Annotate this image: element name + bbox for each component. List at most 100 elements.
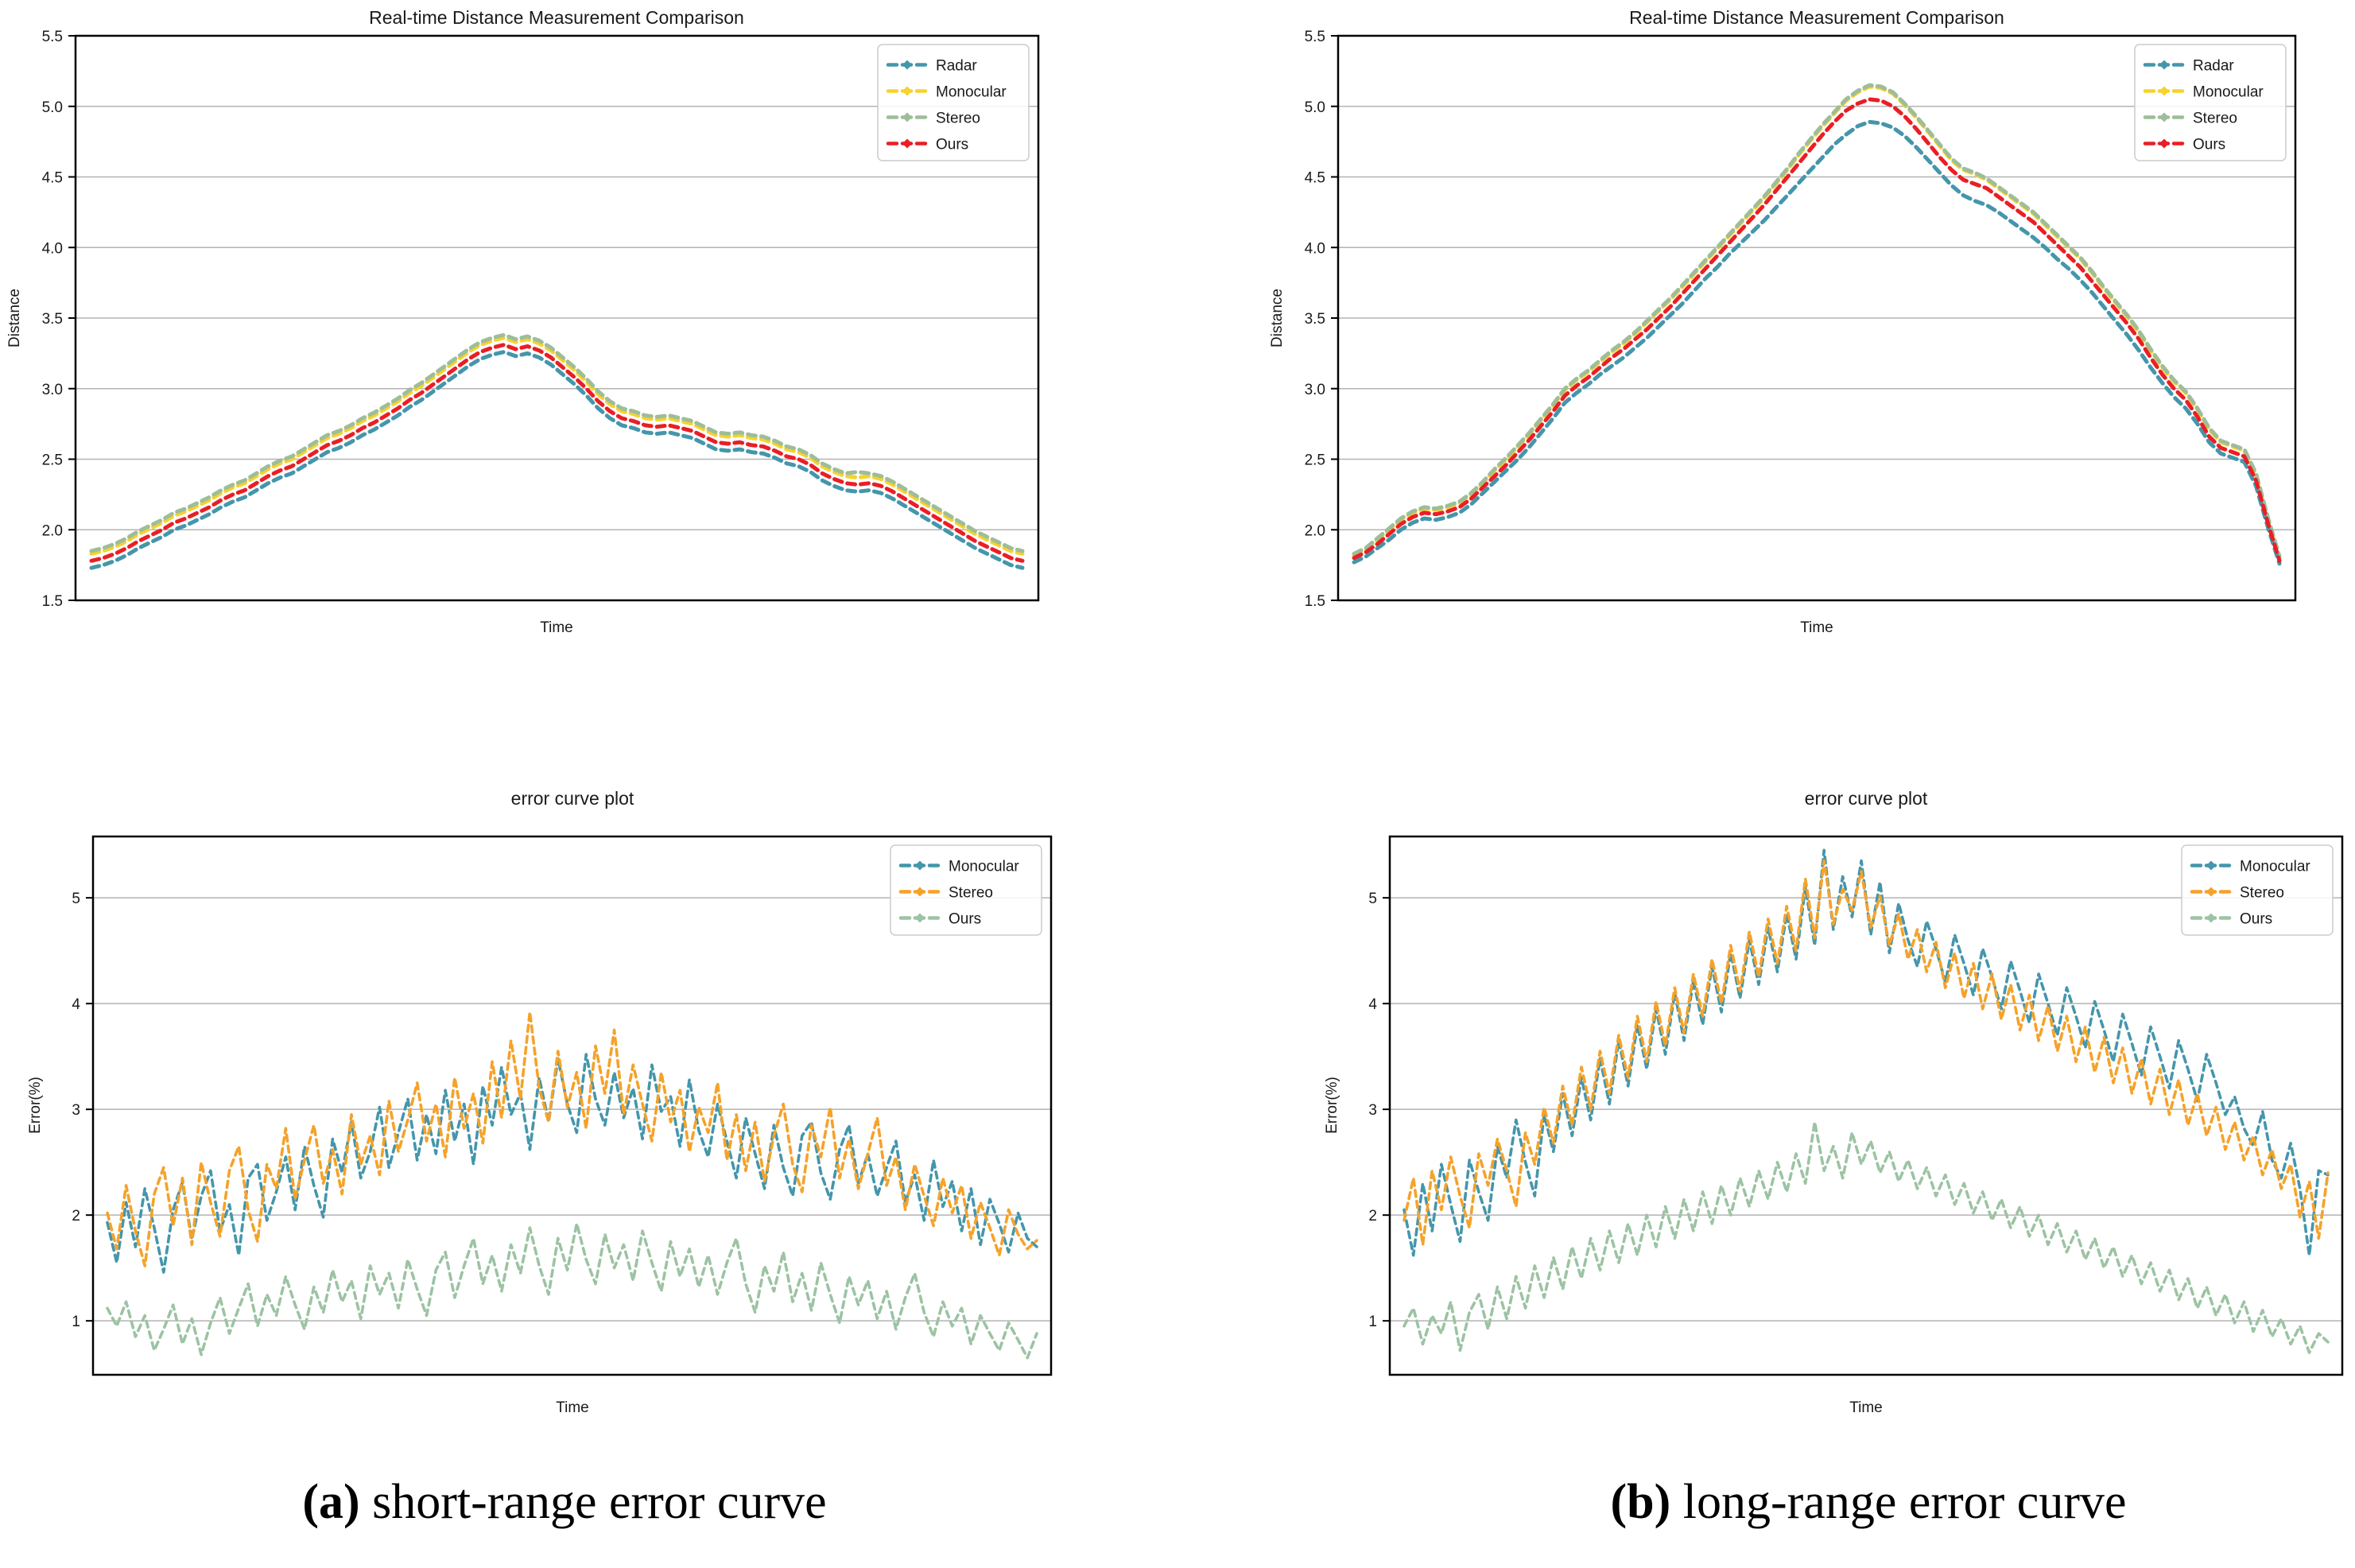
y-axis-label: Distance <box>6 289 23 347</box>
y-tick-label: 2.0 <box>42 522 63 539</box>
y-tick-label: 5.5 <box>42 29 63 45</box>
legend-label: Radar <box>936 58 977 75</box>
x-axis-label: Time <box>540 619 573 636</box>
legend-item-stereo: Stereo <box>898 885 993 902</box>
series-line-stereo <box>106 1011 1038 1267</box>
plot-frame <box>1388 835 2344 1376</box>
legend: Radar Monocular Stereo Ours <box>2134 44 2287 161</box>
series-line-stereo <box>1352 83 2282 559</box>
legend-box <box>877 44 1030 161</box>
legend-item-radar: Radar <box>2143 58 2234 75</box>
legend-label: Radar <box>2193 58 2234 75</box>
y-tick-label: 4.5 <box>42 170 63 187</box>
series-group <box>89 332 1025 570</box>
plot-frame <box>91 835 1053 1376</box>
chart-title: Real-time Distance Measurement Compariso… <box>369 7 744 28</box>
legend-item-ours: Ours <box>2190 911 2272 928</box>
legend-marker-icon <box>2206 860 2216 871</box>
chart-err_long: 1 2 3 4 5 error curve plot Error(%) Time Monocul… <box>1324 788 2344 1416</box>
caption-b: (b) long-range error curve <box>1352 1473 2355 1531</box>
legend-marker-icon <box>902 112 912 122</box>
caption-a-label: (a) <box>302 1475 360 1529</box>
legend-item-radar: Radar <box>886 58 977 75</box>
chart-dist_short: 1.5 2.0 2.5 3.0 3.5 4.0 4.5 5.0 5.5 Real-time Dis… <box>6 7 1040 636</box>
legend-marker-icon <box>915 913 925 923</box>
series-line-ours <box>106 1222 1038 1360</box>
x-axis-label: Time <box>556 1399 589 1416</box>
legend-item-monocular: Monocular <box>886 84 1007 101</box>
legend: Monocular Stereo Ours <box>2181 844 2334 936</box>
caption-b-text: long-range error curve <box>1682 1475 2127 1529</box>
legend-marker-icon <box>902 60 912 70</box>
y-tick-label: 1.5 <box>1305 593 1325 610</box>
legend-marker-icon <box>902 138 912 149</box>
y-tick-label: 2 <box>72 1208 80 1225</box>
legend-label: Ours <box>2193 137 2225 153</box>
legend-item-monocular: Monocular <box>898 859 1019 875</box>
legend-label: Stereo <box>936 111 980 127</box>
caption-b-label: (b) <box>1610 1475 1671 1529</box>
legend-box <box>2181 844 2334 936</box>
y-tick-label: 4.5 <box>1305 170 1325 187</box>
series-group <box>1352 83 2282 566</box>
y-tick-label: 5.0 <box>1305 99 1325 116</box>
y-tick-label: 3.0 <box>42 382 63 398</box>
series-line-radar <box>89 350 1025 570</box>
series-line-monocular <box>106 1053 1038 1274</box>
legend-label: Ours <box>2240 911 2272 928</box>
y-tick-label: 4 <box>72 996 80 1013</box>
y-tick-label: 5.5 <box>1305 29 1325 45</box>
legend-item-ours: Ours <box>2143 137 2225 153</box>
chart-title: Real-time Distance Measurement Compariso… <box>1629 7 2004 28</box>
gridlines: 1 2 3 4 5 <box>72 891 1051 1330</box>
chart-dist_long: 1.5 2.0 2.5 3.0 3.5 4.0 4.5 5.0 5.5 Real-time Dis… <box>1269 7 2297 636</box>
series-line-ours <box>1352 97 2282 563</box>
chart-err_short: 1 2 3 4 5 error curve plot Error(%) Time Monocul… <box>27 788 1053 1416</box>
legend: Monocular Stereo Ours <box>890 844 1042 936</box>
legend-label: Monocular <box>949 859 1019 875</box>
x-axis-label: Time <box>1800 619 1833 636</box>
y-tick-label: 2.5 <box>1305 452 1325 469</box>
series-group <box>1403 848 2330 1354</box>
y-axis-label: Distance <box>1269 289 1286 347</box>
series-line-monocular <box>89 336 1025 556</box>
y-tick-label: 3.0 <box>1305 382 1325 398</box>
plot-frame <box>74 34 1040 602</box>
legend-marker-icon <box>2159 86 2169 96</box>
caption-a: (a) short-range error curve <box>48 1473 1081 1531</box>
legend-marker-icon <box>902 86 912 96</box>
y-tick-label: 2.5 <box>42 452 63 469</box>
legend-label: Stereo <box>949 885 993 902</box>
legend-item-monocular: Monocular <box>2190 859 2310 875</box>
plot-frame <box>1337 34 2297 602</box>
y-tick-label: 3.5 <box>42 311 63 328</box>
y-tick-label: 3 <box>72 1102 80 1119</box>
y-tick-label: 2.0 <box>1305 522 1325 539</box>
y-tick-label: 1 <box>1368 1314 1377 1330</box>
y-axis-label: Error(%) <box>27 1077 44 1134</box>
legend-marker-icon <box>2159 138 2169 149</box>
legend-label: Monocular <box>2240 859 2310 875</box>
y-tick-label: 1.5 <box>42 593 63 610</box>
legend-marker-icon <box>2206 887 2216 897</box>
chart-title: error curve plot <box>1805 788 1928 809</box>
legend-label: Stereo <box>2240 885 2284 902</box>
y-tick-label: 4.0 <box>1305 240 1325 257</box>
x-axis-label: Time <box>1849 1399 1883 1416</box>
y-tick-label: 5.0 <box>42 99 63 116</box>
series-line-ours <box>89 343 1025 563</box>
series-group <box>106 1011 1038 1360</box>
y-tick-label: 1 <box>72 1314 80 1330</box>
y-tick-label: 3 <box>1368 1102 1377 1119</box>
legend-item-monocular: Monocular <box>2143 84 2264 101</box>
legend-label: Ours <box>936 137 968 153</box>
legend-item-stereo: Stereo <box>2190 885 2284 902</box>
legend-marker-icon <box>915 887 925 897</box>
legend-marker-icon <box>2206 913 2216 923</box>
legend-item-stereo: Stereo <box>886 111 980 127</box>
series-line-ours <box>1403 1120 2330 1354</box>
y-tick-label: 4.0 <box>42 240 63 257</box>
legend-item-ours: Ours <box>898 911 981 928</box>
series-line-stereo <box>89 332 1025 553</box>
